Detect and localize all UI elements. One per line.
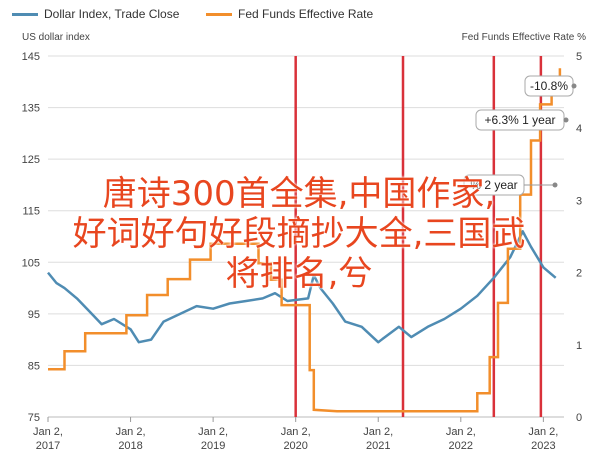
x-tick-label: Jan 2, — [198, 426, 228, 438]
callout-mid-pointer-dot — [563, 117, 569, 123]
legend-label-fed: Fed Funds Effective Rate — [238, 7, 374, 21]
y-tick-label-left: 135 — [22, 103, 40, 115]
legend-item-fed-funds[interactable]: Fed Funds Effective Rate — [206, 7, 373, 21]
x-tick-label: 2020 — [283, 440, 307, 452]
callout-top-text: -10.8% — [530, 79, 568, 93]
x-tick-label: 2018 — [118, 440, 142, 452]
right-axis-title: Fed Funds Effective Rate % — [461, 32, 586, 43]
y-tick-label-right: 5 — [576, 51, 582, 63]
y-tick-label-left: 75 — [28, 412, 40, 424]
y-tick-label-right: 3 — [576, 195, 582, 207]
series-line-dollar-index — [47, 230, 557, 344]
legend-swatch-fed — [206, 12, 232, 16]
x-tick-label: 2017 — [36, 440, 60, 452]
y-tick-label-right: 1 — [576, 340, 582, 352]
chart-legend: Dollar Index, Trade Close Fed Funds Effe… — [0, 5, 598, 27]
y-tick-label-left: 125 — [22, 154, 40, 166]
callout-low-text: % 2 year — [470, 178, 517, 192]
y-tick-label-left: 115 — [22, 206, 40, 218]
x-tick-label: 2022 — [449, 440, 473, 452]
series-line-fed-funds — [48, 68, 562, 413]
x-tick-label: Jan 2, — [281, 426, 311, 438]
y-tick-label-right: 2 — [576, 268, 582, 280]
x-tick-label: Jan 2, — [116, 426, 146, 438]
callout-low-pointer-dot — [552, 182, 558, 188]
x-tick-label: Jan 2, — [33, 426, 63, 438]
legend-item-dollar-index[interactable]: Dollar Index, Trade Close — [12, 7, 179, 21]
legend-label-dollar: Dollar Index, Trade Close — [44, 7, 180, 21]
overlay-text-line-1: 唐诗300首全集,中国作家, — [102, 174, 496, 214]
x-tick-label: 2019 — [201, 440, 225, 452]
y-tick-label-right: 0 — [576, 412, 582, 424]
x-tick-label: Jan 2, — [363, 426, 393, 438]
x-tick-label: 2021 — [366, 440, 390, 452]
y-tick-label-left: 105 — [22, 257, 40, 269]
y-tick-label-right: 4 — [576, 123, 582, 135]
y-tick-label-left: 85 — [28, 360, 40, 372]
x-tick-label: Jan 2, — [446, 426, 476, 438]
y-tick-label-left: 95 — [28, 309, 40, 321]
legend-swatch-dollar — [12, 12, 38, 16]
overlay-text-line-3: 将排名,兮 — [225, 254, 373, 294]
x-tick-label: Jan 2, — [528, 426, 558, 438]
callout-mid-text: +6.3% 1 year — [484, 113, 555, 127]
x-tick-label: 2023 — [531, 440, 555, 452]
callout-top-pointer-dot — [571, 83, 577, 89]
y-tick-label-left: 145 — [22, 51, 40, 63]
left-axis-title: US dollar index — [22, 32, 90, 43]
overlay-text-line-2: 好词好句好段摘抄大全,三国武 — [72, 214, 526, 254]
